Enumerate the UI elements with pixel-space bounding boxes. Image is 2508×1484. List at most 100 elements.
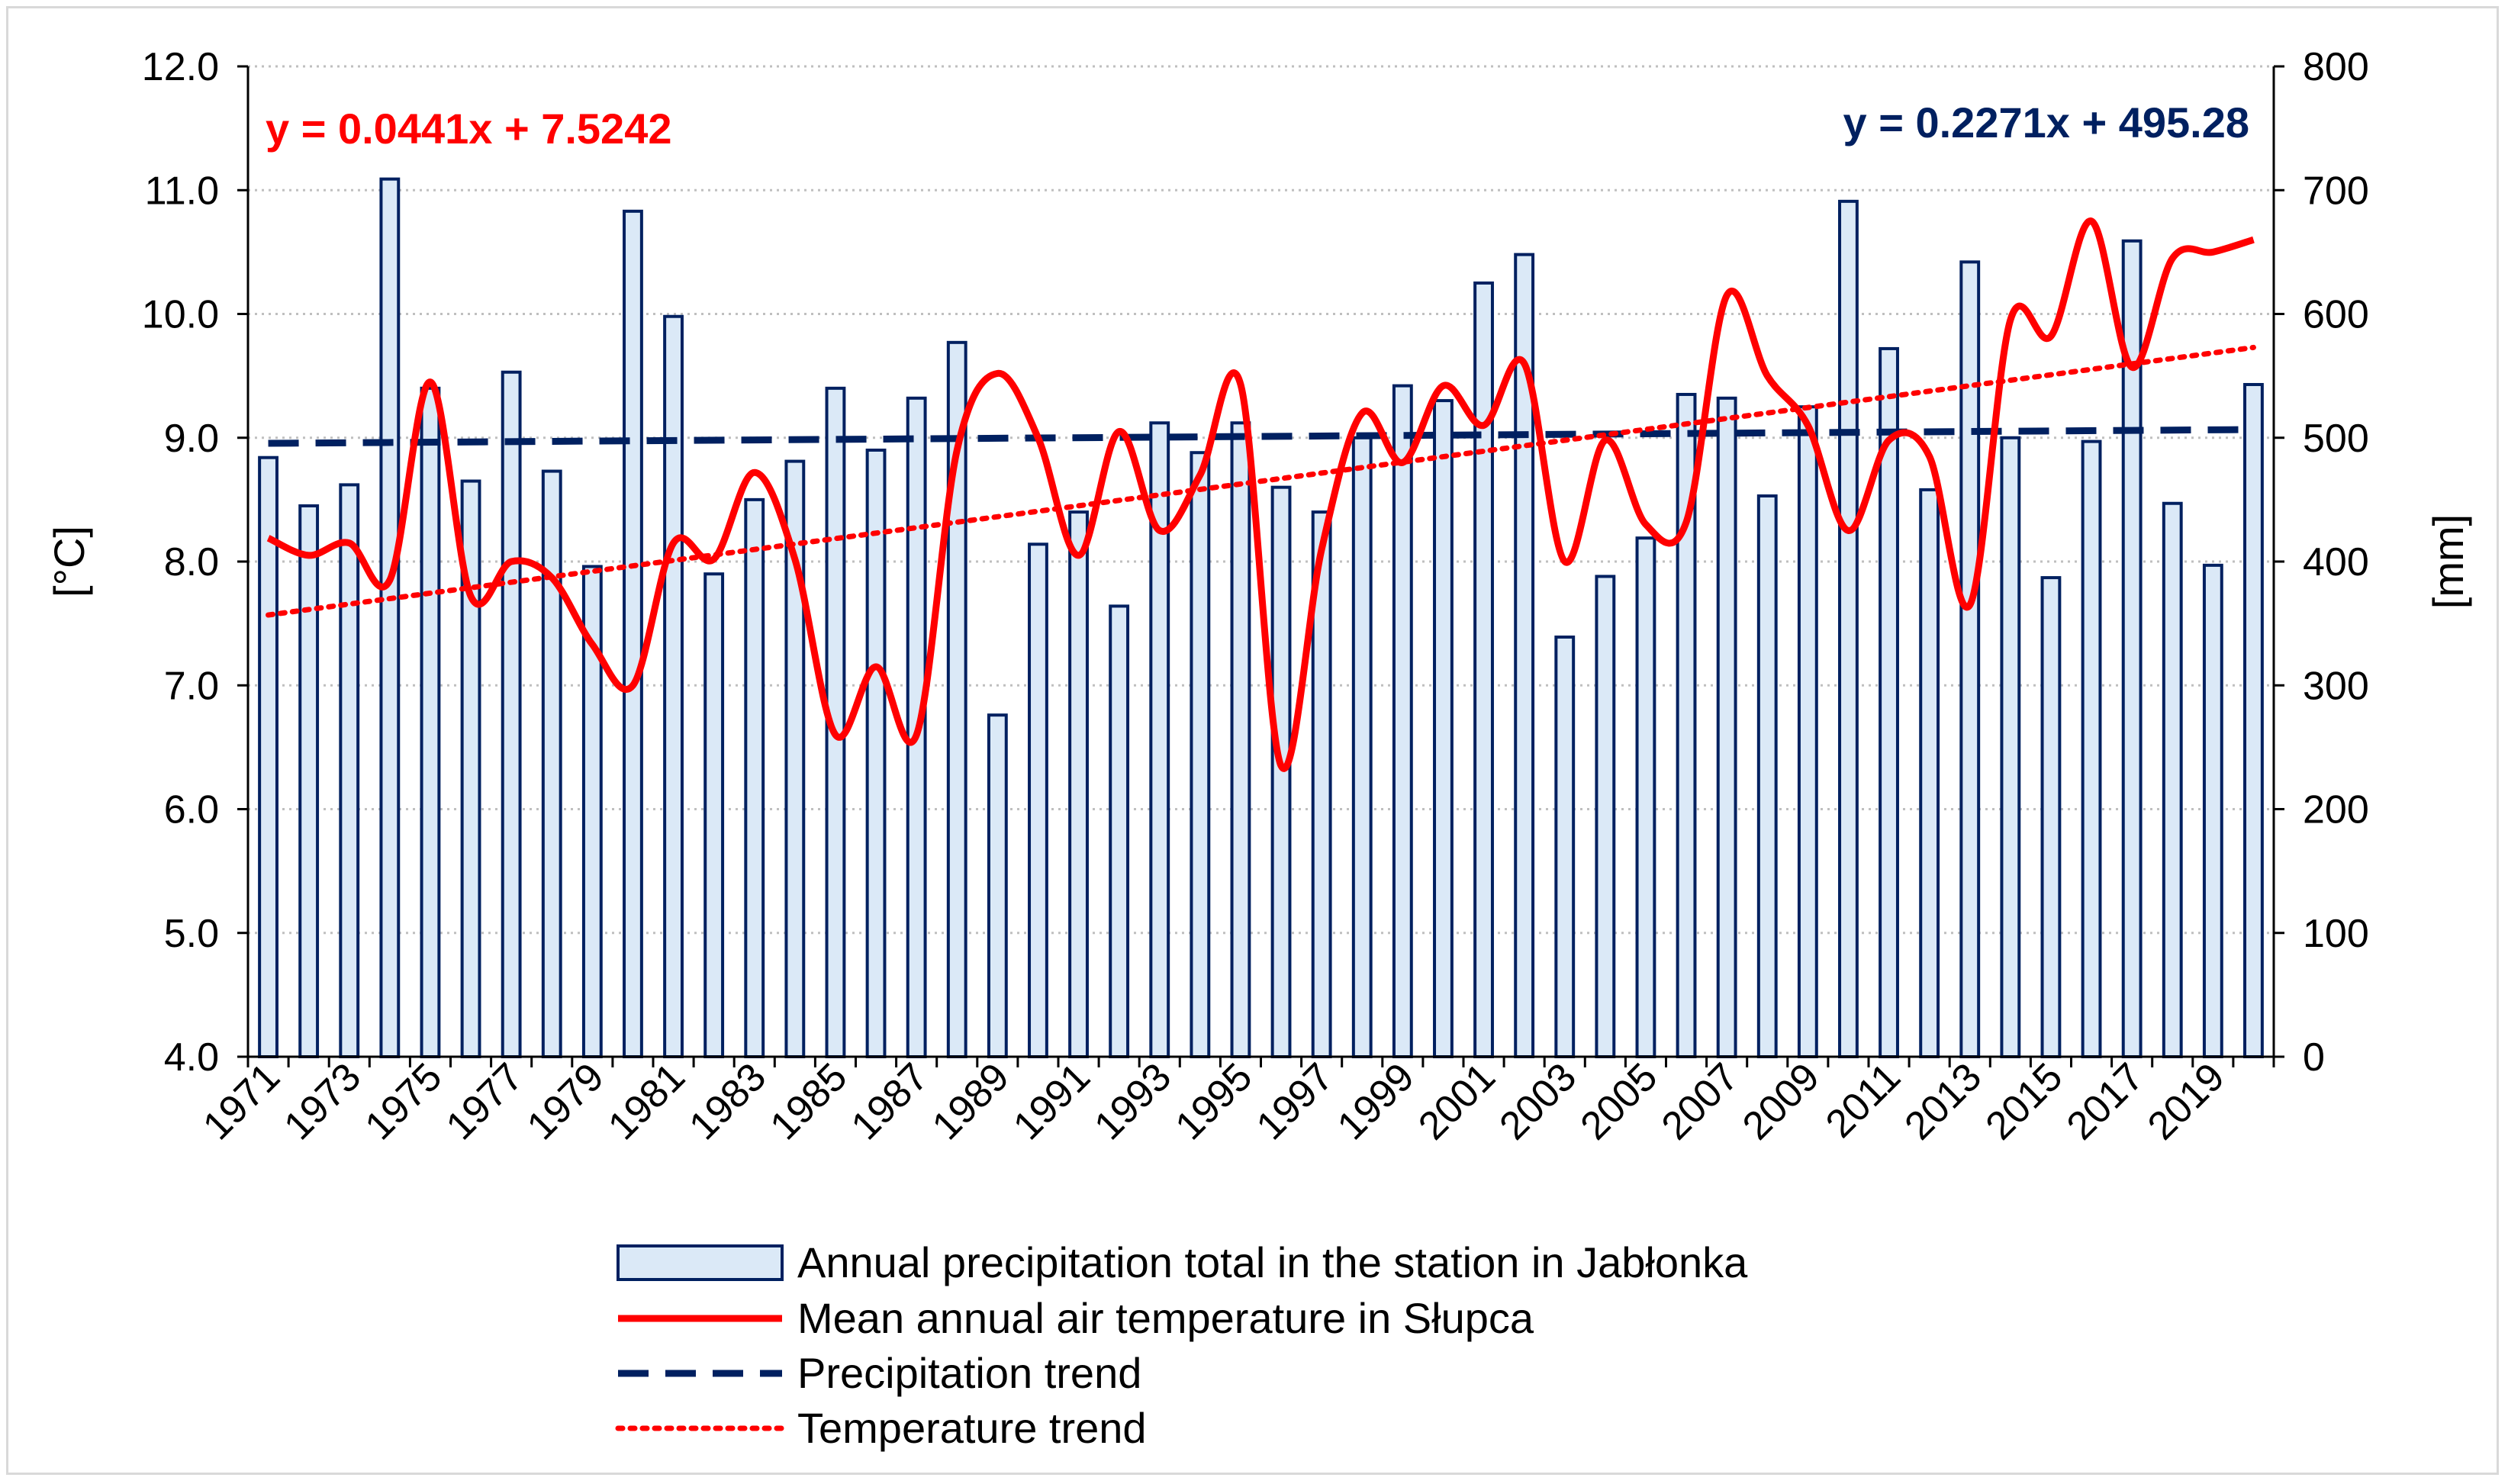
bar-2004 bbox=[1595, 575, 1616, 1058]
bar-2005 bbox=[1635, 536, 1656, 1058]
x-tick-label-1973: 1973 bbox=[275, 1054, 369, 1148]
y-axis-right-ticks: 0 100 200 300 400 500 600 700 800 bbox=[2303, 45, 2369, 1080]
x-tick-label-1979: 1979 bbox=[519, 1054, 613, 1148]
x-tick-label-2017: 2017 bbox=[2059, 1054, 2152, 1148]
precipitation-trend-line bbox=[268, 426, 2254, 447]
temperature-line bbox=[266, 217, 2255, 772]
bar-1991 bbox=[1068, 510, 1089, 1058]
x-tick-label-1987: 1987 bbox=[843, 1054, 937, 1148]
x-tick-label-2007: 2007 bbox=[1653, 1054, 1747, 1148]
y-right-tick-label: 600 bbox=[2303, 293, 2369, 337]
bar-2018 bbox=[2162, 501, 2183, 1058]
x-tick-label-1993: 1993 bbox=[1086, 1054, 1180, 1148]
bar-2016 bbox=[2081, 439, 2102, 1058]
x-tick-label-1999: 1999 bbox=[1329, 1054, 1423, 1148]
x-tick-label-2001: 2001 bbox=[1410, 1054, 1504, 1148]
y-left-tick-label: 9.0 bbox=[164, 417, 219, 461]
y-axis-left-ticks: 4.0 5.0 6.0 7.0 8.0 9.0 10.0 11.0 12.0 bbox=[142, 45, 219, 1080]
bar-2020 bbox=[2243, 382, 2264, 1059]
y-axis-right-title: [mm] bbox=[2424, 514, 2472, 609]
temperature-trend-line bbox=[266, 344, 2256, 618]
legend-label-precipitation-trend: Precipitation trend bbox=[797, 1349, 1141, 1397]
bar-1999 bbox=[1392, 384, 1413, 1059]
y-left-tick-label: 5.0 bbox=[164, 912, 219, 956]
y-right-tick-label: 800 bbox=[2303, 45, 2369, 89]
y-left-tick-label: 7.0 bbox=[164, 664, 219, 708]
x-tick-label-2013: 2013 bbox=[1896, 1054, 1990, 1148]
x-tick-label-1995: 1995 bbox=[1167, 1054, 1261, 1148]
legend: Annual precipitation total in the statio… bbox=[615, 1238, 1748, 1452]
legend-label-temperature-trend: Temperature trend bbox=[797, 1404, 1147, 1452]
bar-1978 bbox=[541, 469, 562, 1058]
y-left-tick-label: 6.0 bbox=[164, 788, 219, 832]
bar-2001 bbox=[1473, 281, 1494, 1058]
bar-1986 bbox=[865, 448, 887, 1058]
bar-1983 bbox=[744, 497, 765, 1058]
bar-2009 bbox=[1797, 405, 1818, 1058]
bar-2003 bbox=[1554, 635, 1576, 1058]
bar-2015 bbox=[2040, 576, 2062, 1058]
y-right-tick-label: 200 bbox=[2303, 788, 2369, 832]
x-tick-label-1985: 1985 bbox=[762, 1054, 856, 1148]
y-left-tick-label: 11.0 bbox=[145, 169, 219, 213]
x-tick-label-2011: 2011 bbox=[1817, 1054, 1909, 1146]
x-tick-label-1977: 1977 bbox=[438, 1054, 532, 1148]
legend-label-temperature: Mean annual air temperature in Słupca bbox=[797, 1294, 1534, 1342]
y-axis-left-title: [°C] bbox=[45, 526, 93, 597]
bar-1980 bbox=[623, 209, 643, 1058]
x-tick-label-1983: 1983 bbox=[681, 1054, 774, 1148]
y-right-tick-label: 700 bbox=[2303, 169, 2369, 213]
bar-1977 bbox=[501, 370, 522, 1058]
x-tick-label-2009: 2009 bbox=[1734, 1054, 1828, 1148]
bar-1994 bbox=[1190, 451, 1211, 1058]
bar-1996 bbox=[1270, 485, 1292, 1058]
y-right-tick-label: 0 bbox=[2303, 1035, 2325, 1080]
y-left-tick-label: 10.0 bbox=[142, 293, 219, 337]
x-tick-label-2003: 2003 bbox=[1491, 1054, 1585, 1148]
legend-swatch-precipitation bbox=[617, 1244, 784, 1281]
y-right-tick-label: 500 bbox=[2303, 417, 2369, 461]
y-right-tick-label: 100 bbox=[2303, 912, 2369, 956]
axes bbox=[237, 65, 2284, 1067]
bar-2013 bbox=[1959, 260, 1981, 1059]
bar-2007 bbox=[1716, 396, 1737, 1058]
x-tick-label-1989: 1989 bbox=[924, 1054, 1018, 1148]
bar-1981 bbox=[663, 314, 684, 1058]
legend-label-precipitation: Annual precipitation total in the statio… bbox=[797, 1238, 1748, 1286]
bar-1989 bbox=[987, 713, 1008, 1058]
bar-1982 bbox=[703, 572, 725, 1058]
y-left-tick-label: 8.0 bbox=[164, 540, 219, 584]
x-tick-label-1997: 1997 bbox=[1248, 1054, 1342, 1148]
x-tick-label-1981: 1981 bbox=[600, 1054, 694, 1148]
bar-1990 bbox=[1028, 542, 1048, 1058]
bar-2012 bbox=[1919, 488, 1940, 1058]
y-left-tick-label: 12.0 bbox=[142, 45, 219, 89]
bar-1972 bbox=[298, 504, 320, 1058]
bar-2019 bbox=[2202, 563, 2223, 1058]
bar-2010 bbox=[1838, 199, 1859, 1058]
bar-2000 bbox=[1433, 399, 1454, 1058]
precipitation-trend-equation: y = 0.2271x + 495.28 bbox=[1843, 98, 2250, 146]
bar-1995 bbox=[1230, 421, 1251, 1058]
series-lines bbox=[266, 217, 2256, 772]
bar-2008 bbox=[1756, 494, 1778, 1058]
bar-1998 bbox=[1351, 436, 1373, 1058]
precipitation-bars bbox=[258, 177, 2264, 1059]
x-axis-ticks: 1971197319751977197919811983198519871989… bbox=[195, 1054, 2233, 1148]
y-left-tick-label: 4.0 bbox=[164, 1035, 219, 1080]
bar-1975 bbox=[420, 386, 441, 1059]
x-tick-label-2019: 2019 bbox=[2139, 1054, 2233, 1148]
bar-2014 bbox=[2000, 436, 2021, 1058]
x-tick-label-2015: 2015 bbox=[1978, 1054, 2072, 1148]
bar-1992 bbox=[1109, 604, 1130, 1058]
y-right-tick-label: 300 bbox=[2303, 664, 2369, 708]
x-tick-label-2005: 2005 bbox=[1573, 1054, 1666, 1148]
bar-1974 bbox=[379, 177, 401, 1059]
x-tick-label-1975: 1975 bbox=[357, 1054, 451, 1148]
y-right-tick-label: 400 bbox=[2303, 540, 2369, 584]
bar-1971 bbox=[258, 456, 278, 1058]
temperature-trend-equation: y = 0.0441x + 7.5242 bbox=[266, 105, 672, 153]
bar-1973 bbox=[339, 483, 360, 1058]
x-tick-label-1991: 1991 bbox=[1005, 1054, 1099, 1148]
